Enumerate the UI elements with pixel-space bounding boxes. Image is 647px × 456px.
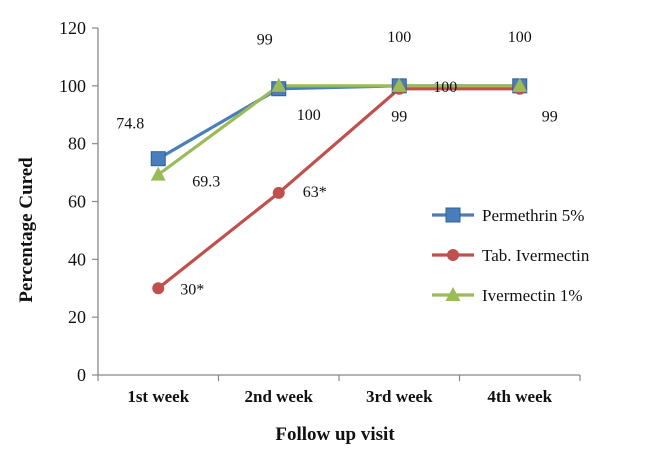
x-axis-title: Follow up visit [275,424,395,445]
marker-ivermectin-1- [150,166,166,181]
y-tick-label: 40 [68,249,86,269]
marker-ivermectin-1- [271,77,287,92]
marker-ivermectin-1- [512,77,528,92]
legend: Permethrin 5% Tab. Ivermectin Ivermectin 1… [432,206,590,305]
data-label: 99 [257,32,273,49]
marker-tab-ivermectin [272,186,285,199]
x-tick-label: 4th week [487,387,552,406]
x-tick-label: 3rd week [366,387,433,406]
marker-ivermectin-1- [391,77,407,92]
marker-ivermectin-1- [445,287,461,301]
data-label: 74.8 [116,116,144,133]
marker-permethrin-5- [445,207,461,223]
x-tick-label: 2nd week [245,387,314,406]
y-tick-label: 80 [68,134,86,154]
y-tick-label: 120 [59,18,86,38]
marker-tab-ivermectin [152,282,165,295]
legend-entry: Permethrin 5% [482,206,584,225]
data-label: 63* [303,184,327,201]
data-label: 99 [391,109,407,126]
data-label: 30* [180,281,204,298]
series-line-permethrin-5- [157,84,520,161]
data-label: 99 [542,109,558,126]
legend-entry: Tab. Ivermectin [482,246,590,265]
legend-entry: Ivermectin 1% [482,286,583,305]
data-label: 100 [297,107,321,124]
data-label: 100 [387,29,411,46]
data-label: 69.3 [192,174,220,191]
series-line-tab-ivermectin [157,87,520,290]
series-lines [157,84,520,290]
y-tick-label: 60 [68,192,86,212]
y-tick-label: 20 [68,307,86,327]
series-line-ivermectin-1- [157,84,520,176]
marker-permethrin-5- [150,151,166,167]
y-tick-label: 0 [77,365,86,385]
marker-tab-ivermectin [447,249,459,261]
y-tick-label: 100 [59,76,86,96]
x-tick-label: 1st week [127,387,189,406]
axes: 0 20 40 60 80 100 120 1st week 2nd week 3rd week 4… [59,18,581,406]
data-label: 100 [508,29,532,46]
series-markers [150,77,528,295]
data-label: 100 [433,79,457,96]
y-axis-title: Percentage Cured [16,157,37,303]
data-labels: 74.8 99 100 100 30* 63* 99 99 69.3 100 100 [116,29,558,298]
